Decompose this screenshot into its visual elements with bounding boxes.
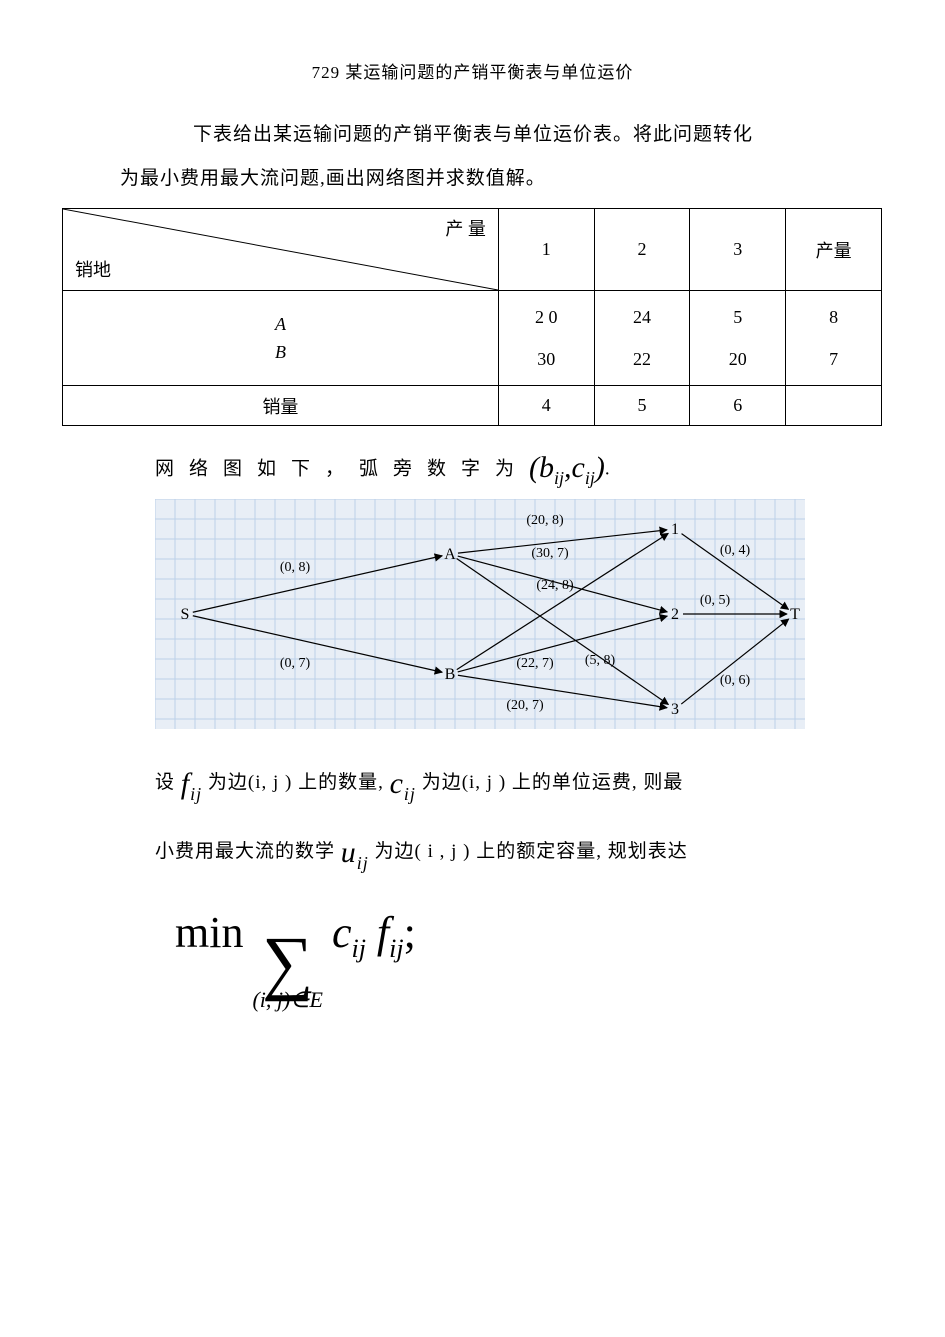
- var-b: b: [539, 451, 554, 484]
- cell-b2: 22: [633, 349, 651, 369]
- term-c: c: [332, 908, 352, 957]
- corner-bottom-label: 销地: [75, 256, 111, 282]
- paren-open: (: [529, 451, 539, 484]
- term-c-sub: ij: [351, 934, 365, 963]
- svg-text:(0, 7): (0, 7): [280, 656, 311, 671]
- c-sub: ij: [404, 784, 416, 804]
- cell-a4: 8: [829, 307, 838, 327]
- cell-a1: 2 0: [535, 307, 558, 327]
- cell-a1-b1: 2 0 30: [498, 291, 594, 386]
- var-c2: cij: [390, 767, 416, 800]
- cell-b1: 30: [537, 349, 555, 369]
- network-diagram: (0, 8) (0, 7) (20, 8) (30, 7) (24, 8) (22, 7)…: [155, 499, 945, 734]
- svg-text:T: T: [790, 606, 800, 623]
- footer-3: 6: [690, 386, 786, 426]
- row-label-a: A: [275, 314, 286, 334]
- term-f: f: [377, 908, 389, 957]
- col-header-3: 3: [690, 209, 786, 291]
- sub-ij1: ij: [554, 468, 564, 488]
- var-f: fij: [181, 767, 202, 800]
- col-header-4: 产量: [786, 209, 882, 291]
- para-t4: 小费用最大流的数学: [155, 841, 341, 862]
- footer-2: 5: [594, 386, 690, 426]
- objective-formula: min ∑ (i, j)∈E cij fij;: [0, 887, 945, 1013]
- svg-text:(0, 5): (0, 5): [700, 593, 731, 608]
- para-t2: 为边(i, j ) 上的数量,: [202, 772, 389, 793]
- col-header-2: 2: [594, 209, 690, 291]
- cell-a2-b2: 24 22: [594, 291, 690, 386]
- corner-top-label: 产 量: [445, 215, 486, 241]
- caption-dot: .: [605, 459, 610, 480]
- sigma-symbol: ∑: [252, 934, 322, 992]
- sigma-sub: (i, j)∈E: [252, 987, 322, 1013]
- sigma-wrap: ∑ (i, j)∈E: [252, 934, 322, 1013]
- c-char: c: [390, 767, 404, 800]
- para-t3: 为边(i, j ) 上的单位运费, 则最: [416, 772, 683, 793]
- comma: ,: [564, 451, 572, 484]
- var-u: uij: [341, 836, 369, 869]
- balance-table: 产 量 销地 1 2 3 产量 A B 2 0 30 24 22 5 20 8 …: [62, 208, 882, 426]
- intro-line2: 为最小费用最大流问题,画出网络图并求数值解。: [120, 157, 825, 201]
- para-t5: 为边( i , j ) 上的额定容量, 规划表达: [369, 841, 688, 862]
- svg-text:3: 3: [671, 701, 679, 718]
- sub-ij2: ij: [585, 468, 595, 488]
- footer-label: 销量: [63, 386, 499, 426]
- network-caption: 网络图如下，弧旁数字为(bij,cij).: [155, 451, 945, 489]
- svg-text:(0, 8): (0, 8): [280, 560, 311, 575]
- svg-text:(20, 7): (20, 7): [506, 698, 544, 713]
- footer-4: [786, 386, 882, 426]
- body-paragraph: 设 fij 为边(i, j ) 上的数量, cij 为边(i, j ) 上的单位…: [0, 734, 945, 887]
- col-header-1: 1: [498, 209, 594, 291]
- svg-text:1: 1: [671, 521, 679, 538]
- min-text: min: [175, 908, 243, 957]
- cell-a3-b3: 5 20: [690, 291, 786, 386]
- cell-a3: 5: [733, 307, 742, 327]
- network-svg: (0, 8) (0, 7) (20, 8) (30, 7) (24, 8) (22, 7)…: [155, 499, 805, 729]
- term-f-sub: ij: [389, 934, 403, 963]
- svg-text:(5, 8): (5, 8): [585, 653, 616, 668]
- caption-formula: (bij,cij): [529, 451, 605, 484]
- svg-text:2: 2: [671, 606, 679, 623]
- svg-text:A: A: [444, 546, 456, 563]
- cell-a2: 24: [633, 307, 651, 327]
- paren-close: ): [595, 451, 605, 484]
- var-c: c: [572, 451, 585, 484]
- term-cf: cij fij: [332, 908, 404, 957]
- svg-text:(22, 7): (22, 7): [516, 656, 554, 671]
- footer-1: 4: [498, 386, 594, 426]
- f-sub: ij: [190, 784, 202, 804]
- cell-b4: 7: [829, 349, 838, 369]
- svg-text:(20, 8): (20, 8): [526, 513, 564, 528]
- svg-text:(0, 4): (0, 4): [720, 543, 751, 558]
- svg-text:(24, 8): (24, 8): [536, 578, 574, 593]
- semi: ;: [404, 908, 416, 957]
- svg-text:(0, 6): (0, 6): [720, 673, 751, 688]
- page-title: 729 某运输问题的产销平衡表与单位运价: [0, 0, 945, 113]
- intro-line1: 下表给出某运输问题的产销平衡表与单位运价表。将此问题转化: [193, 124, 753, 145]
- cell-a4-b4: 8 7: [786, 291, 882, 386]
- u-char: u: [341, 836, 357, 869]
- cell-b3: 20: [729, 349, 747, 369]
- svg-text:S: S: [181, 606, 190, 623]
- svg-text:(30, 7): (30, 7): [531, 546, 569, 561]
- row-label-b: B: [275, 342, 286, 362]
- table-corner-cell: 产 量 销地: [63, 209, 499, 291]
- caption-prefix: 网络图如下，弧旁数字为: [155, 459, 529, 480]
- row-labels-cell: A B: [63, 291, 499, 386]
- u-sub: ij: [357, 853, 369, 873]
- svg-text:B: B: [445, 666, 456, 683]
- f-char: f: [181, 767, 190, 800]
- para-t1: 设: [155, 772, 181, 793]
- intro-text: 下表给出某运输问题的产销平衡表与单位运价表。将此问题转化 为最小费用最大流问题,…: [0, 113, 945, 200]
